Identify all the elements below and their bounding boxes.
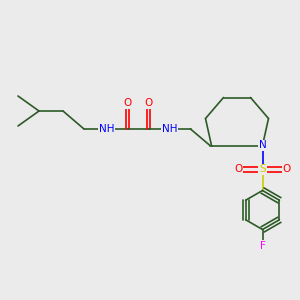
Text: NH: NH [99,124,114,134]
Text: O: O [123,98,132,109]
Text: O: O [234,164,243,175]
Text: NH: NH [162,124,177,134]
Text: N: N [259,140,266,151]
Text: O: O [282,164,291,175]
Text: O: O [144,98,153,109]
Text: F: F [260,241,266,251]
Text: S: S [259,164,266,175]
